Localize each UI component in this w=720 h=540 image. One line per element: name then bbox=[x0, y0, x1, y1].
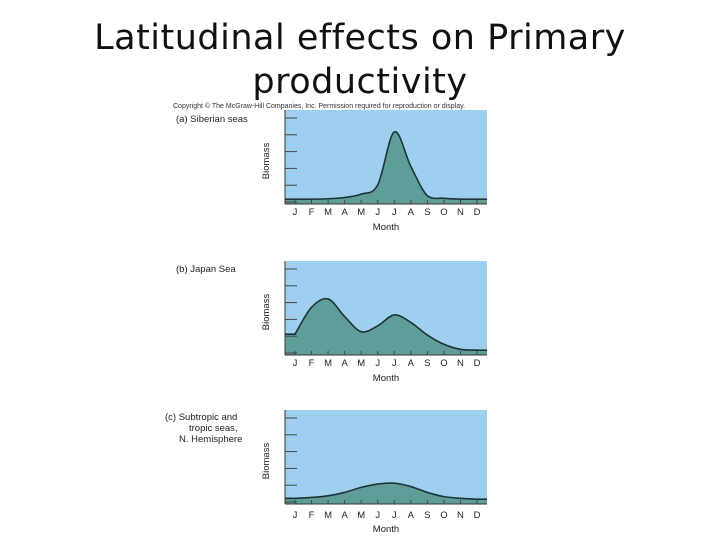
biomass-area bbox=[285, 131, 487, 204]
month-tick-label: A bbox=[341, 510, 348, 521]
slide-title-line-2: productivity bbox=[252, 62, 468, 102]
month-tick-label: S bbox=[424, 358, 430, 369]
month-tick-label: A bbox=[341, 207, 348, 218]
month-tick-label: M bbox=[324, 358, 332, 369]
month-tick-label: F bbox=[309, 207, 315, 218]
month-tick-label: D bbox=[474, 358, 481, 369]
month-tick-label: O bbox=[440, 358, 447, 369]
month-tick-label: D bbox=[474, 207, 481, 218]
month-tick-label: J bbox=[375, 510, 380, 521]
month-tick-label: A bbox=[341, 358, 348, 369]
month-tick-label: J bbox=[392, 207, 397, 218]
month-tick-label: A bbox=[408, 358, 415, 369]
panel-label: (b) Japan Sea bbox=[176, 264, 236, 275]
x-axis-label: Month bbox=[373, 222, 399, 233]
month-tick-label: N bbox=[457, 207, 464, 218]
month-tick-label: M bbox=[357, 510, 365, 521]
month-tick-label: J bbox=[375, 358, 380, 369]
month-tick-label: J bbox=[293, 358, 298, 369]
copyright-notice: Copyright © The McGraw-Hill Companies, I… bbox=[173, 103, 466, 110]
y-axis-label: Biomass bbox=[261, 443, 272, 480]
y-axis-label: Biomass bbox=[261, 143, 272, 180]
month-tick-label: M bbox=[357, 207, 365, 218]
month-tick-label: J bbox=[392, 358, 397, 369]
month-tick-label: J bbox=[293, 207, 298, 218]
biomass-curve bbox=[285, 482, 487, 500]
x-axis-label: Month bbox=[373, 373, 399, 384]
month-tick-label: J bbox=[375, 207, 380, 218]
month-tick-label: D bbox=[474, 510, 481, 521]
month-tick-label: F bbox=[309, 510, 315, 521]
biomass-curve bbox=[285, 131, 487, 201]
month-tick-label: N bbox=[457, 358, 464, 369]
month-tick-label: S bbox=[424, 207, 430, 218]
y-axis-label: Biomass bbox=[261, 294, 272, 331]
month-tick-label: O bbox=[440, 510, 447, 521]
x-axis-label: Month bbox=[373, 524, 399, 535]
month-tick-label: S bbox=[424, 510, 430, 521]
biomass-curve bbox=[285, 297, 487, 351]
panel-label: N. Hemisphere bbox=[179, 434, 242, 445]
month-tick-label: J bbox=[392, 510, 397, 521]
slide-title: Latitudinal effects on Primary productiv… bbox=[0, 16, 720, 104]
month-tick-label: F bbox=[309, 358, 315, 369]
month-tick-label: O bbox=[440, 207, 447, 218]
month-tick-label: N bbox=[457, 510, 464, 521]
panel-label: (a) Siberian seas bbox=[176, 114, 248, 125]
month-tick-label: M bbox=[324, 207, 332, 218]
month-tick-label: A bbox=[408, 207, 415, 218]
month-tick-label: M bbox=[357, 358, 365, 369]
panel-label: (c) Subtropic and bbox=[165, 412, 237, 423]
month-tick-label: J bbox=[293, 510, 298, 521]
biomass-area bbox=[285, 483, 487, 504]
slide-title-line-1: Latitudinal effects on Primary bbox=[94, 18, 626, 58]
month-tick-label: M bbox=[324, 510, 332, 521]
panel-label: tropic seas, bbox=[189, 423, 238, 434]
month-tick-label: A bbox=[408, 510, 415, 521]
